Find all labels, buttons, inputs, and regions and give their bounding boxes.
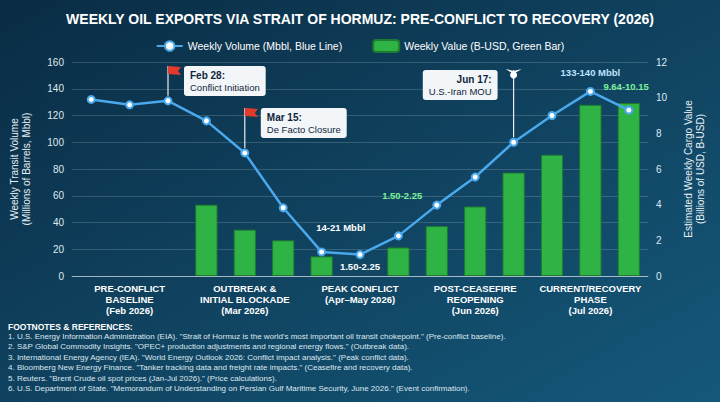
svg-text:FOOTNOTES & REFERENCES:: FOOTNOTES & REFERENCES: bbox=[8, 322, 133, 332]
svg-text:Feb 28:: Feb 28: bbox=[190, 70, 225, 81]
svg-text:U.S.-Iran MOU: U.S.-Iran MOU bbox=[429, 86, 492, 97]
svg-text:9.64-10.15: 9.64-10.15 bbox=[603, 81, 649, 92]
svg-text:(Feb 2026): (Feb 2026) bbox=[106, 305, 153, 316]
svg-text:8: 8 bbox=[656, 128, 662, 139]
svg-text:INITIAL BLOCKADE: INITIAL BLOCKADE bbox=[200, 294, 290, 305]
svg-text:(Apr–May 2026): (Apr–May 2026) bbox=[325, 294, 395, 305]
svg-text:Weekly Value (B-USD, Green Bar: Weekly Value (B-USD, Green Bar) bbox=[404, 40, 564, 52]
svg-text:Weekly Volume (Mbbl, Blue Line: Weekly Volume (Mbbl, Blue Line) bbox=[188, 40, 342, 52]
svg-text:120: 120 bbox=[47, 110, 64, 121]
svg-text:POST-CEASEFIRE: POST-CEASEFIRE bbox=[434, 283, 517, 294]
svg-text:40: 40 bbox=[53, 217, 65, 228]
svg-text:PEAK CONFLICT: PEAK CONFLICT bbox=[321, 283, 398, 294]
svg-text:14-21 Mbbl: 14-21 Mbbl bbox=[316, 222, 365, 233]
svg-text:10: 10 bbox=[656, 92, 668, 103]
svg-text:Estimated Weekly Cargo Value: Estimated Weekly Cargo Value bbox=[683, 100, 694, 238]
svg-text:1. U.S. Energy Information Adm: 1. U.S. Energy Information Administratio… bbox=[8, 332, 506, 341]
svg-text:2. S&P Global Commodity Insigh: 2. S&P Global Commodity Insights. "OPEC+… bbox=[8, 342, 409, 351]
svg-text:5. Reuters. "Brent Crude oil s: 5. Reuters. "Brent Crude oil spot prices… bbox=[8, 374, 277, 383]
svg-text:20: 20 bbox=[53, 244, 65, 255]
svg-text:(Billions of USD, B-USD): (Billions of USD, B-USD) bbox=[695, 114, 706, 224]
svg-text:160: 160 bbox=[47, 57, 64, 68]
svg-text:Weekly Transit Volume: Weekly Transit Volume bbox=[9, 118, 20, 220]
svg-text:(Mar 2026): (Mar 2026) bbox=[221, 305, 268, 316]
svg-text:6: 6 bbox=[656, 164, 662, 175]
svg-text:1.50-2.25: 1.50-2.25 bbox=[340, 261, 381, 272]
svg-text:Jun 17:: Jun 17: bbox=[457, 74, 492, 85]
svg-text:PHASE: PHASE bbox=[574, 294, 607, 305]
svg-text:6. U.S. Department of State. ": 6. U.S. Department of State. "Memorandum… bbox=[8, 384, 470, 393]
svg-text:(Jun 2026): (Jun 2026) bbox=[452, 305, 499, 316]
svg-text:100: 100 bbox=[47, 137, 64, 148]
svg-text:133-140 Mbbl: 133-140 Mbbl bbox=[561, 67, 621, 78]
svg-text:OUTBREAK &: OUTBREAK & bbox=[213, 283, 276, 294]
svg-text:REOPENING: REOPENING bbox=[447, 294, 504, 305]
svg-text:Mar 15:: Mar 15: bbox=[267, 112, 302, 123]
svg-text:De Facto Closure: De Facto Closure bbox=[267, 124, 341, 135]
svg-text:WEEKLY OIL EXPORTS VIA STRAIT: WEEKLY OIL EXPORTS VIA STRAIT OF HORMUZ:… bbox=[66, 11, 654, 27]
svg-text:140: 140 bbox=[47, 83, 64, 94]
svg-text:4: 4 bbox=[656, 199, 662, 210]
svg-text:4. Bloomberg New Energy Financ: 4. Bloomberg New Energy Finance. "Tanker… bbox=[8, 363, 413, 372]
svg-text:1.50-2.25: 1.50-2.25 bbox=[382, 190, 423, 201]
svg-text:12: 12 bbox=[656, 57, 668, 68]
svg-text:(Millions of Barrels, Mbbl): (Millions of Barrels, Mbbl) bbox=[21, 113, 32, 226]
svg-text:PRE-CONFLICT: PRE-CONFLICT bbox=[94, 283, 165, 294]
svg-text:CURRENT/RECOVERY: CURRENT/RECOVERY bbox=[539, 283, 642, 294]
svg-text:80: 80 bbox=[53, 164, 65, 175]
svg-text:3. International Energy Agency: 3. International Energy Agency (IEA). "W… bbox=[8, 353, 409, 362]
svg-text:BASELINE: BASELINE bbox=[106, 294, 154, 305]
svg-text:(Jul 2026): (Jul 2026) bbox=[568, 305, 612, 316]
svg-text:Conflict Initiation: Conflict Initiation bbox=[190, 82, 260, 93]
svg-text:60: 60 bbox=[53, 190, 65, 201]
svg-text:0: 0 bbox=[656, 271, 662, 282]
svg-text:2: 2 bbox=[656, 235, 662, 246]
svg-text:0: 0 bbox=[58, 271, 64, 282]
